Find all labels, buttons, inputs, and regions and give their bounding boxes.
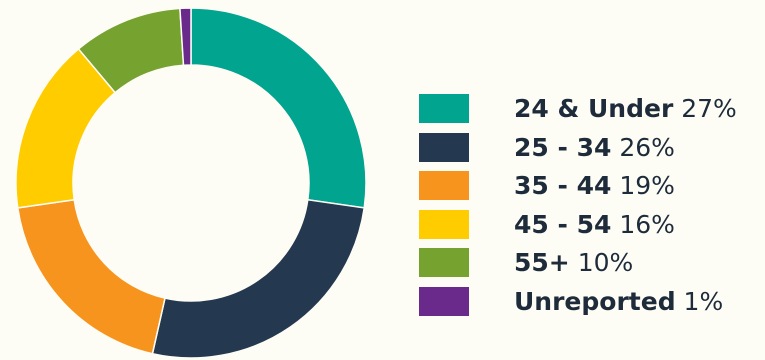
donut-hole [74,66,308,300]
legend-item-55-plus: 55+ 10% [419,247,759,279]
legend-percent: 1% [683,286,724,316]
legend-text: 55+ 10% [514,247,633,279]
legend-swatch [419,286,469,316]
legend-text: Unreported 1% [514,286,723,318]
donut-slice-25-34 [151,198,366,359]
legend-swatch [419,171,469,201]
legend-text: 35 - 44 19% [514,170,675,202]
legend: 24 & Under 27% 25 - 34 26% 35 - 44 19% 4… [419,93,759,325]
legend-percent: 26% [619,132,675,162]
legend-category: 35 - 44 [514,171,612,201]
legend-item-45-54: 45 - 54 16% [419,209,759,241]
donut-slice-unreported [179,7,192,67]
legend-item-unreported: Unreported 1% [419,286,759,318]
legend-text: 45 - 54 16% [514,209,675,241]
legend-category: 24 & Under [514,94,674,123]
legend-swatch [419,248,469,278]
legend-percent: 16% [619,209,675,239]
legend-swatch [419,132,469,162]
donut-slice-24-under [190,7,367,209]
legend-item-35-44: 35 - 44 19% [419,170,759,202]
legend-swatch [419,94,469,123]
legend-swatch [419,209,469,239]
legend-category: 55+ [514,248,570,278]
legend-category: 25 - 34 [514,132,612,162]
legend-item-25-34: 25 - 34 26% [419,132,759,164]
legend-category: 45 - 54 [514,209,612,239]
donut-chart [15,7,367,359]
legend-percent: 10% [577,248,634,278]
legend-text: 24 & Under 27% [514,93,737,125]
legend-item-24-under: 24 & Under 27% [419,93,759,125]
legend-text: 25 - 34 26% [514,132,675,164]
legend-percent: 27% [681,94,737,123]
legend-percent: 19% [619,171,675,201]
legend-category: Unreported [514,286,676,316]
